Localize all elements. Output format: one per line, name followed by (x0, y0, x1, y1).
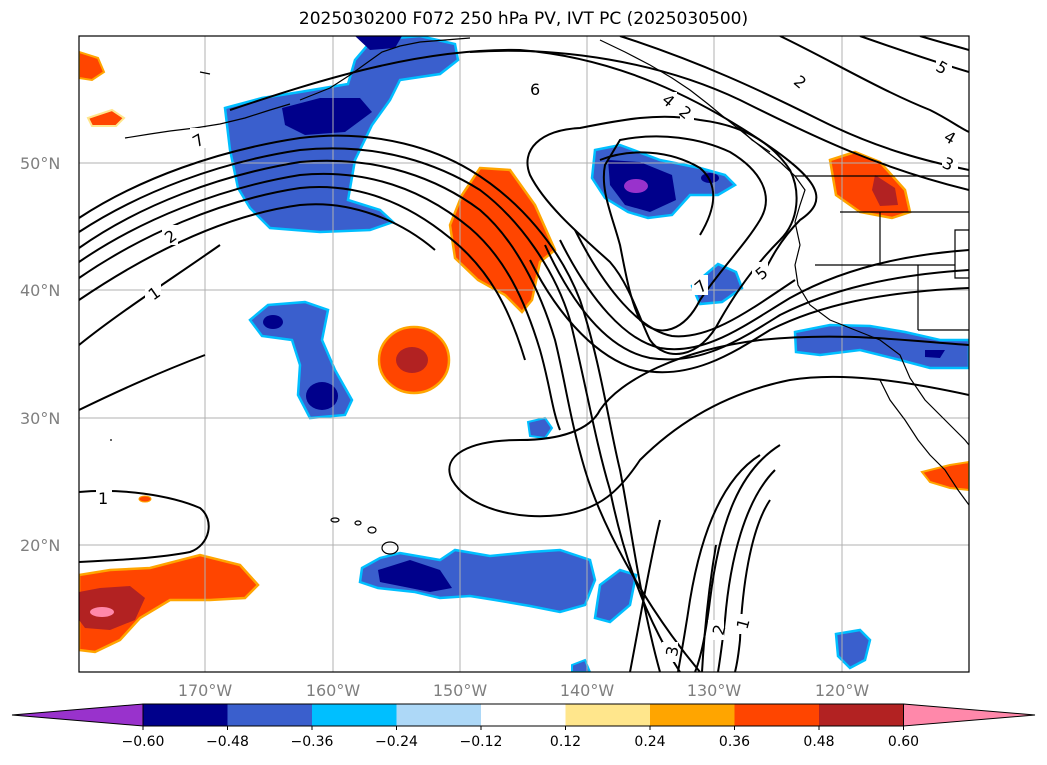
lon-label: 120°W (815, 681, 870, 700)
contour-label: 6 (530, 80, 540, 99)
contour-label: 1 (733, 616, 754, 631)
colorbar-segment (396, 704, 482, 726)
colorbar-segment (650, 704, 735, 726)
colorbar-tick-label: 0.24 (634, 734, 665, 750)
lon-label: 160°W (306, 681, 361, 700)
map-frame (78, 35, 970, 673)
lat-label: 30°N (20, 409, 60, 428)
colorbar-tick-label: 0.12 (550, 734, 581, 750)
colorbar-segment (143, 704, 228, 726)
contour-label: 1 (98, 489, 108, 508)
colorbar-tick-label: 0.48 (803, 734, 834, 750)
colorbar-segment (819, 704, 904, 726)
map-title: 2025030200 F072 250 hPa PV, IVT PC (2025… (298, 9, 749, 29)
colorbar-tick-label: 0.60 (888, 734, 919, 750)
colorbar-tick-label: 0.36 (719, 734, 750, 750)
contour-label: 2 (709, 622, 730, 637)
lon-label: 170°W (178, 681, 233, 700)
gridlines (79, 36, 969, 672)
colorbar-segment (312, 704, 397, 726)
colorbar-tick-label: −0.36 (291, 734, 334, 750)
colorbar-tick-label: −0.12 (460, 734, 503, 750)
colorbar: −0.60 −0.48 −0.36 −0.24 −0.12 0.12 0.24 0.36 0.4… (11, 703, 1036, 750)
lon-label: 130°W (687, 681, 742, 700)
colorbar-segment (565, 704, 651, 726)
lon-label: 140°W (560, 681, 615, 700)
colorbar-outline (142, 703, 904, 727)
contour-label: 3 (662, 645, 682, 658)
colorbar-segment (481, 704, 566, 726)
colorbar-segment (227, 704, 313, 726)
lat-label: 20°N (20, 536, 60, 555)
lat-label: 40°N (20, 281, 60, 300)
colorbar-extend-min (11, 703, 144, 727)
lat-axis: 50°N 40°N 30°N 20°N (20, 154, 60, 555)
colorbar-segment (734, 704, 820, 726)
lon-axis: 170°W 160°W 150°W 140°W 130°W 120°W (178, 681, 870, 700)
colorbar-tick-label: −0.48 (206, 734, 249, 750)
lat-label: 50°N (20, 154, 60, 173)
contour-labels: 6 7 2 1 1 7 5 2 5 4 3 3 2 1 (96, 57, 960, 662)
colorbar-tick-label: −0.24 (375, 734, 418, 750)
pv-contours (79, 36, 969, 672)
colorbar-tick-label: −0.60 (122, 734, 165, 750)
colorbar-extend-max (903, 703, 1036, 727)
lon-label: 150°W (433, 681, 488, 700)
